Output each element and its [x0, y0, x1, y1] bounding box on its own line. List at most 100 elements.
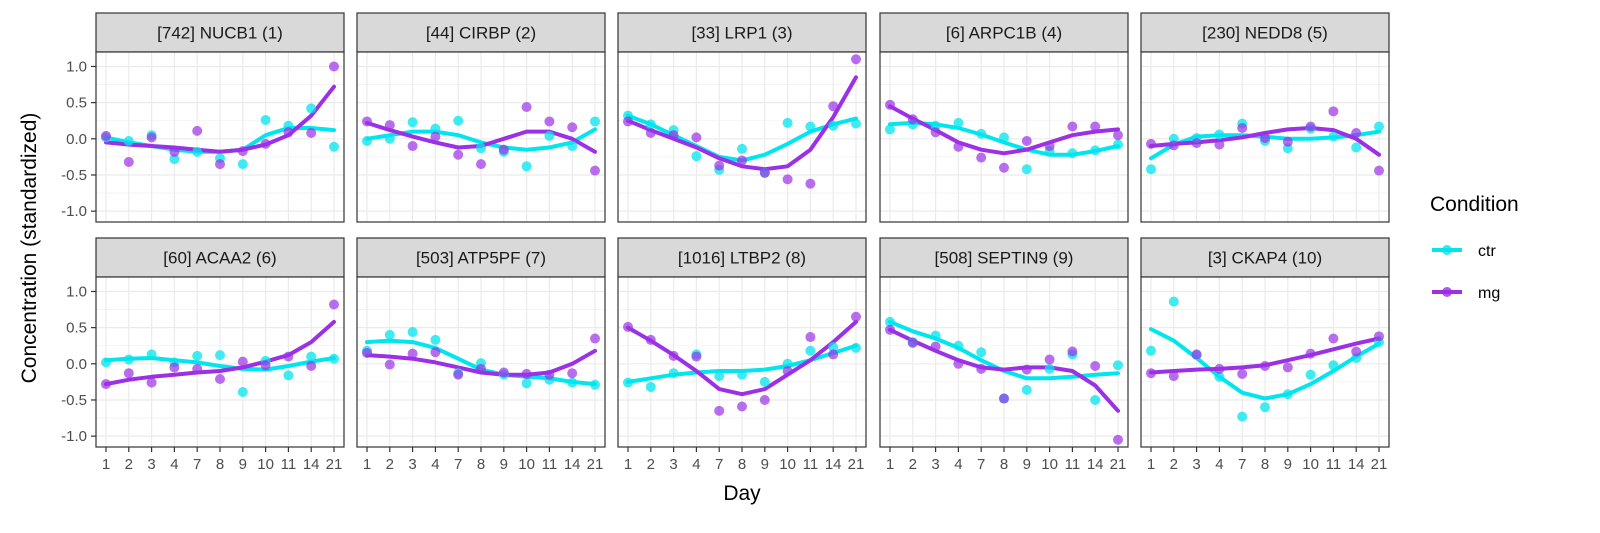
ctr-point: [362, 135, 372, 146]
y-tick-label: 0.5: [66, 320, 87, 337]
panel-border: [356, 51, 606, 223]
x-tick-label: 11: [542, 456, 558, 473]
mg-point: [567, 122, 578, 133]
y-tick-label: -0.5: [61, 167, 87, 184]
ctr-point: [521, 161, 532, 172]
mg-point: [645, 128, 656, 139]
x-tick-label: 14: [825, 456, 842, 473]
x-tick-label: 7: [977, 456, 985, 473]
x-tick-label: 10: [518, 456, 535, 473]
mg-point: [930, 127, 941, 138]
mg-point: [521, 368, 532, 379]
mg-point: [1305, 121, 1316, 132]
ctr-point: [192, 146, 203, 157]
mg-point: [759, 394, 770, 405]
x-tick-label: 2: [647, 456, 655, 473]
x-tick-label: 1: [1147, 456, 1155, 473]
ctr-point: [476, 143, 486, 154]
facet-title: [6] ARPC1B (4): [946, 24, 1062, 43]
mg-point: [953, 141, 964, 152]
facet-title: [508] SEPTIN9 (9): [935, 249, 1074, 268]
ctr-point: [1021, 164, 1032, 175]
ctr-point: [329, 141, 339, 152]
mg-point: [544, 369, 555, 380]
ctr-point: [714, 371, 725, 382]
ctr-point: [590, 379, 600, 390]
ctr-point: [737, 143, 747, 154]
ctr-point: [237, 387, 248, 398]
mg-point: [521, 101, 532, 112]
x-tick-label: 9: [761, 456, 769, 473]
ctr-point: [407, 326, 418, 337]
mg-point: [885, 99, 895, 110]
mg-point: [590, 165, 600, 176]
mg-point: [1168, 140, 1179, 151]
x-tick-label: 3: [669, 456, 677, 473]
ctr-point: [1090, 394, 1101, 405]
ctr-point: [101, 357, 111, 368]
mg-point: [828, 101, 839, 112]
mg-point: [1282, 136, 1293, 147]
facet-title: [742] NUCB1 (1): [157, 24, 283, 43]
facet-title: [503] ATP5PF (7): [416, 249, 546, 268]
facet-title: [33] LRP1 (3): [691, 24, 792, 43]
ctr-point: [885, 316, 895, 327]
x-tick-label: 2: [386, 456, 394, 473]
x-tick-label: 2: [125, 456, 133, 473]
mg-point: [1113, 434, 1123, 445]
mg-point: [1214, 363, 1225, 374]
facet-strip: [95, 12, 345, 53]
ctr-point: [1237, 411, 1248, 422]
ctr-point: [1021, 384, 1032, 395]
ctr-point: [1113, 360, 1123, 371]
mg-point: [283, 351, 294, 362]
x-tick-label: 4: [431, 456, 439, 473]
y-tick-label: 1.0: [66, 283, 87, 300]
mg-point: [1214, 139, 1225, 150]
facet-strip: [1140, 12, 1390, 53]
ctr-point: [805, 121, 816, 132]
ctr-point: [123, 135, 134, 146]
mg-point: [737, 401, 747, 412]
panel-border: [617, 51, 867, 223]
ctr-point: [737, 369, 747, 380]
mg-point: [805, 178, 816, 189]
x-tick-label: 8: [1261, 456, 1269, 473]
mg-point: [215, 159, 225, 170]
ctr-point: [851, 118, 861, 129]
x-tick-label: 10: [1041, 456, 1058, 473]
mg-point: [192, 363, 203, 374]
ctr-point: [169, 154, 180, 165]
x-tick-label: 9: [1284, 456, 1292, 473]
x-tick-label: 7: [454, 456, 462, 473]
ctr-point: [1328, 131, 1339, 142]
mg-point: [1044, 141, 1055, 152]
facet-panel-1: [742] NUCB1 (1) 1.0 0.5 0.0 -0.5 -1.0: [61, 12, 345, 223]
mg-fit-line: [104, 84, 336, 154]
x-tick-label: 9: [239, 456, 247, 473]
mg-point: [1260, 133, 1270, 144]
facet-strip: [617, 237, 867, 278]
legend-entry-label: ctr: [1478, 243, 1496, 260]
ctr-point: [691, 151, 702, 162]
facet-panel-6: [60] ACAA2 (6) 1.0 0.5 0.0 -0.5 -1.0 1 2 3 4 7 8 9 10…: [61, 237, 345, 473]
ctr-point: [329, 353, 339, 364]
ctr-point: [567, 377, 578, 388]
mg-point: [407, 141, 418, 152]
x-tick-label: 7: [1238, 456, 1246, 473]
ctr-point: [453, 115, 464, 126]
mg-point: [907, 114, 918, 125]
ctr-point: [306, 103, 317, 114]
mg-point: [101, 379, 111, 390]
x-tick-label: 2: [1170, 456, 1178, 473]
facet-panel-8: [1016] LTBP2 (8) 1 2 3 4 7 8 9 10 11 14 21: [617, 237, 867, 473]
x-tick-label: 8: [216, 456, 224, 473]
mg-point: [146, 377, 157, 388]
x-tick-label: 3: [931, 456, 939, 473]
ctr-point: [828, 120, 839, 131]
mg-point: [169, 362, 180, 373]
y-tick-label: 0.5: [66, 95, 87, 112]
mg-fit-line: [888, 104, 1120, 156]
mg-point: [1328, 106, 1339, 117]
mg-point: [805, 332, 816, 343]
